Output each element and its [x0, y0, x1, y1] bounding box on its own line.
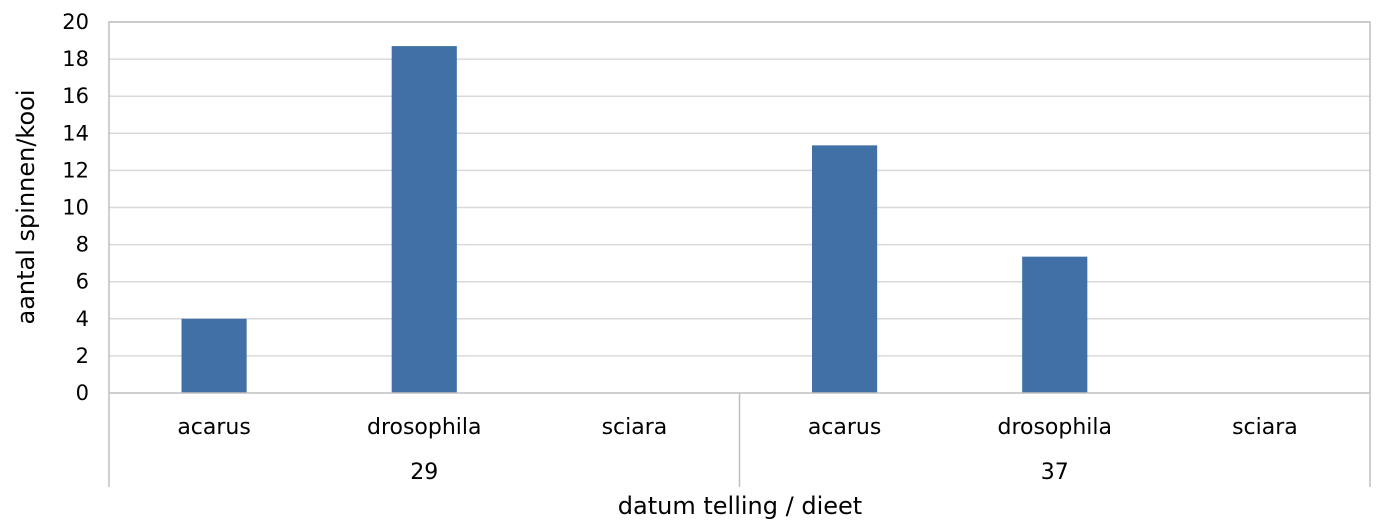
y-axis-title: aantal spinnen/kooi	[12, 89, 40, 324]
y-tick-label: 0	[76, 381, 89, 405]
x-group-label: 29	[410, 460, 438, 485]
y-tick-label: 20	[62, 10, 89, 34]
x-group-label: 37	[1041, 460, 1069, 485]
x-category-labels: acarus drosophila sciara 29 acarus drosophila…	[177, 415, 1297, 485]
y-tick-label: 8	[76, 233, 89, 257]
bar-29-drosophila	[391, 46, 457, 394]
y-tick-label: 16	[62, 84, 89, 108]
x-axis-title: datum telling / dieet	[618, 492, 862, 520]
x-category-label: sciara	[1232, 415, 1298, 440]
x-category-label: sciara	[602, 415, 668, 440]
x-category-label: acarus	[177, 415, 251, 440]
y-tick-label: 14	[62, 121, 89, 145]
y-tick-label: 12	[62, 158, 89, 182]
x-category-label: acarus	[808, 415, 882, 440]
bars	[181, 46, 1088, 394]
y-tick-labels: 0 2 4 6 8 10 12 14 16 18 20	[62, 10, 89, 405]
x-category-label: drosophila	[367, 415, 482, 440]
y-tick-label: 10	[62, 196, 89, 220]
bar-29-acarus	[181, 318, 247, 393]
bar-37-acarus	[812, 145, 878, 393]
y-tick-label: 6	[76, 270, 89, 294]
axes	[108, 21, 1371, 487]
x-category-label: drosophila	[997, 415, 1112, 440]
y-tick-label: 18	[62, 47, 89, 71]
gridlines	[109, 21, 1370, 357]
bar-37-drosophila	[1022, 256, 1088, 393]
y-tick-label: 4	[76, 307, 89, 331]
y-tick-label: 2	[76, 344, 89, 368]
